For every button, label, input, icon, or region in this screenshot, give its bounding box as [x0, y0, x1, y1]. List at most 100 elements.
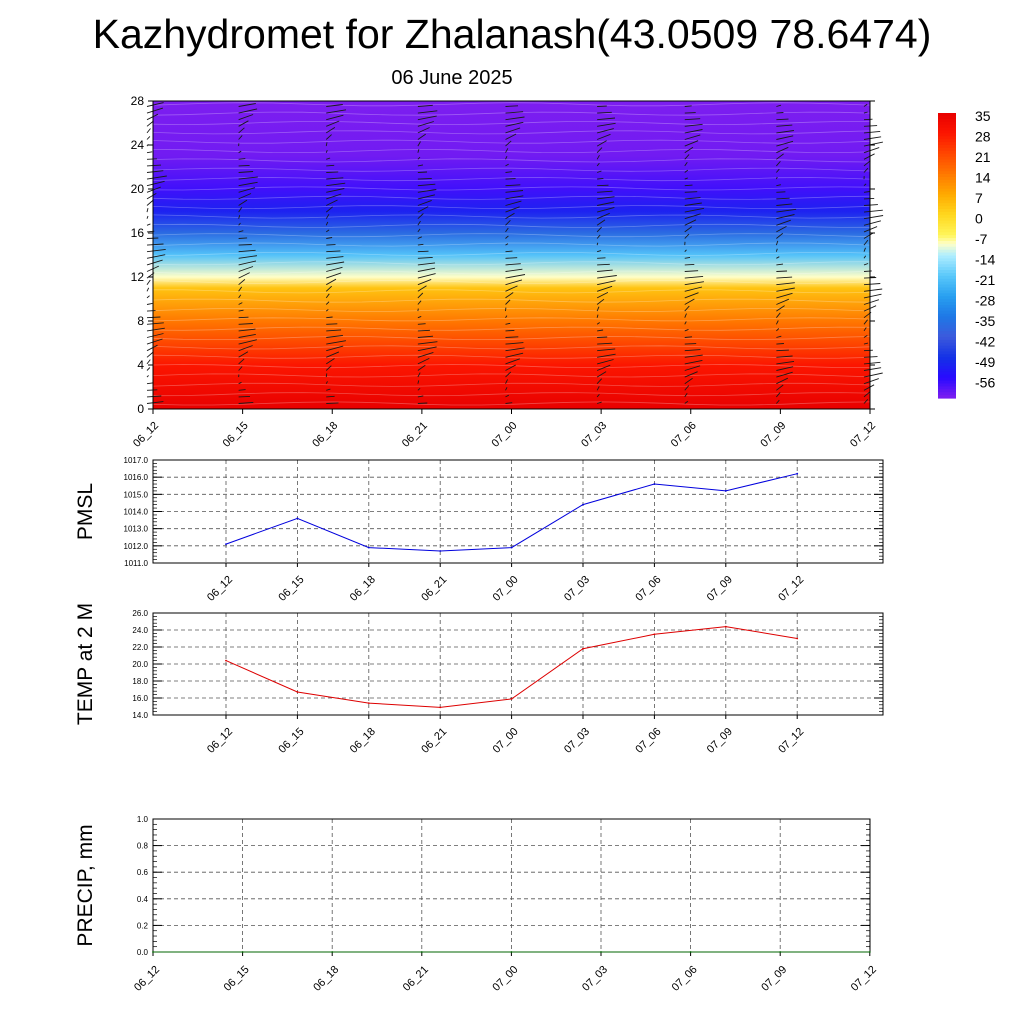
colorbar-label: -49: [975, 354, 995, 370]
colorbar-swatch: [938, 139, 956, 143]
series-point: [689, 951, 692, 953]
colorbar-swatch: [938, 272, 956, 277]
heatmap-panel: 0 4 8 12 16 20 24 28 06_12 06_15 06_18 06_21 07_00 07…: [131, 94, 884, 450]
panel-ytick-label: 1014.0: [124, 508, 149, 517]
colorbar-swatch: [938, 156, 956, 161]
colorbar-swatch: [938, 389, 956, 393]
panel-xtick-label: 07_03: [562, 574, 592, 604]
panel-xtick-label: 07_09: [759, 964, 789, 994]
panel-xtick-label: 06_15: [276, 574, 306, 604]
colorbar-swatch: [938, 220, 956, 225]
panel-ytick-label: 1.0: [137, 815, 149, 824]
series-point: [653, 483, 656, 485]
precip-panel: 0.0 0.2 0.4 0.6 0.8 1.0 06_12 06_15 06_18 06_21 07…: [74, 815, 879, 994]
series-point: [420, 951, 423, 953]
panel-xtick-label: 06_21: [419, 726, 449, 756]
heatmap-xtick-label: 07_00: [490, 420, 520, 450]
colorbar-swatch: [938, 334, 956, 338]
series-point: [296, 517, 299, 520]
colorbar-label: -28: [975, 293, 995, 309]
panel-ytick-label: 1015.0: [124, 490, 149, 499]
heatmap-field: [153, 101, 870, 409]
colorbar-swatch: [938, 200, 956, 204]
colorbar-swatch: [938, 261, 956, 265]
heatmap-xtick-label: 06_18: [310, 420, 340, 450]
heatmap-ytick-label: 16: [131, 226, 145, 240]
panel-xtick-label: 06_15: [276, 726, 306, 756]
panel-ylabel: TEMP at 2 M: [74, 603, 97, 725]
colorbar-swatch: [938, 240, 956, 245]
colorbar-swatch: [938, 252, 956, 257]
colorbar-swatch: [938, 270, 956, 274]
panel-ytick-label: 0.0: [137, 948, 149, 957]
panel-ytick-label: 14.0: [132, 711, 148, 720]
heatmap-ytick-label: 0: [137, 402, 144, 416]
colorbar-swatch: [938, 322, 956, 326]
heatmap-xtick-label: 07_06: [669, 420, 699, 450]
colorbar-swatch: [938, 296, 956, 300]
panel-xtick-label: 07_09: [705, 726, 735, 756]
colorbar-swatch: [938, 223, 956, 228]
temp-2m-panel: 14.0 16.0 18.0 20.0 22.0 24.0 26.0 06_12 06_15 06…: [74, 603, 884, 756]
colorbar-swatch: [938, 182, 956, 187]
colorbar-swatch: [938, 392, 956, 396]
heatmap-xtick-label: 06_21: [400, 420, 430, 450]
panel-ytick-label: 1013.0: [124, 525, 149, 534]
colorbar-swatch: [938, 133, 956, 137]
colorbar-swatch: [938, 217, 956, 222]
colorbar-label: -35: [975, 313, 995, 329]
colorbar-swatch: [938, 354, 956, 358]
panel-ytick-label: 0.8: [137, 842, 149, 851]
series-point: [510, 951, 513, 953]
heatmap-xtick-label: 07_09: [758, 420, 788, 450]
heatmap-ytick-label: 24: [131, 138, 145, 152]
colorbar-swatch: [938, 395, 956, 399]
panel-ytick-label: 1011.0: [124, 559, 148, 568]
colorbar-swatch: [938, 267, 956, 271]
colorbar-swatch: [938, 374, 956, 379]
panel-xtick-label: 07_09: [705, 574, 735, 604]
panel-xtick-label: 06_12: [205, 726, 235, 756]
series-point: [796, 637, 799, 640]
colorbar-swatch: [938, 319, 956, 323]
colorbar-swatch: [938, 351, 956, 355]
colorbar: 35 28 21 14 7 0 -7 -14 -21 -28 -35 -42 -49 -56: [938, 108, 995, 399]
colorbar-label: 0: [975, 211, 983, 227]
series-point: [724, 490, 727, 492]
panel-xtick-label: 06_18: [348, 574, 378, 604]
panel-xtick-label: 07_03: [562, 726, 592, 756]
colorbar-label: 14: [975, 170, 991, 186]
chart-title: Kazhydromet for Zhalanash(43.0509 78.647…: [92, 11, 932, 57]
heatmap-contours: [152, 102, 871, 406]
panel-grid: [153, 460, 883, 563]
colorbar-label: 35: [975, 108, 991, 124]
series-point: [582, 503, 584, 506]
series-point: [367, 546, 370, 549]
heatmap-ytick-label: 4: [137, 358, 144, 372]
panel-ytick-label: 20.0: [132, 660, 148, 669]
panel-xtick-label: 07_00: [491, 574, 521, 604]
colorbar-swatch: [938, 302, 956, 306]
colorbar-swatch: [938, 188, 956, 193]
panel-ytick-label: 24.0: [132, 626, 148, 635]
panel-xtick-label: 07_12: [776, 726, 806, 756]
colorbar-swatch: [938, 165, 956, 169]
colorbar-swatch: [938, 310, 956, 315]
colorbar-label: 21: [975, 149, 991, 165]
colorbar-swatch: [938, 313, 956, 318]
series-point: [296, 691, 299, 693]
panel-xtick-label: 07_12: [776, 574, 806, 604]
colorbar-swatch: [938, 290, 956, 294]
colorbar-swatch: [938, 171, 956, 175]
colorbar-swatch: [938, 147, 956, 152]
panel-xtick-label: 06_15: [222, 964, 252, 994]
colorbar-swatch: [938, 275, 956, 280]
series-point: [225, 543, 227, 545]
wind-barbs: [146, 102, 884, 404]
colorbar-label: -14: [975, 252, 995, 268]
series-point: [600, 951, 602, 953]
series-point: [724, 625, 727, 628]
colorbar-swatch: [938, 342, 956, 347]
colorbar-swatch: [938, 249, 956, 254]
series-point: [152, 951, 154, 953]
